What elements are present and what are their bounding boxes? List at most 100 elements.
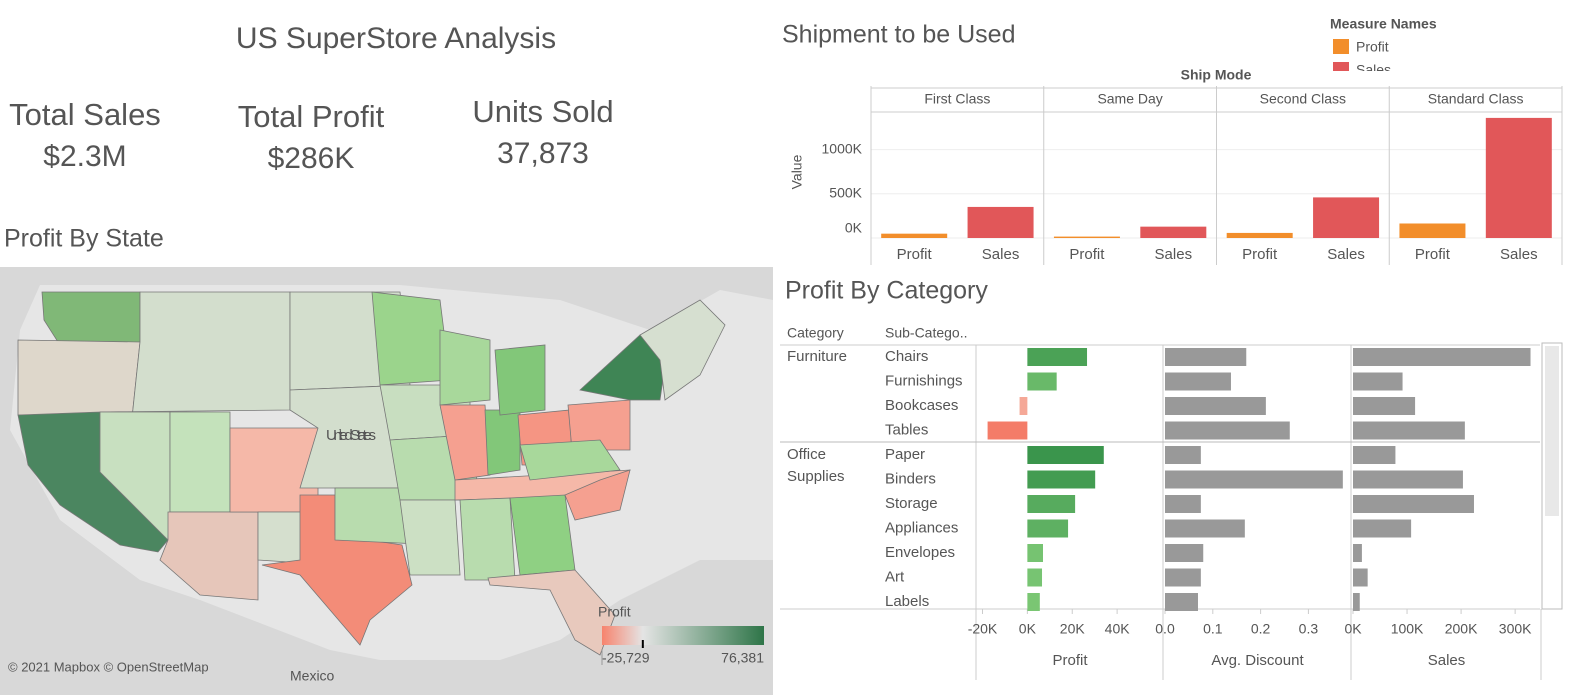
x-tick-label: 0.1	[1203, 621, 1223, 637]
row-label: Appliances	[885, 519, 958, 536]
bar	[881, 233, 948, 238]
bar	[1165, 397, 1266, 415]
chart-title: Shipment to be Used	[782, 21, 1015, 49]
bar	[1165, 593, 1198, 611]
state	[484, 409, 521, 476]
row-label: Labels	[885, 593, 929, 610]
row-label: Envelopes	[885, 544, 955, 561]
map-land-outside	[0, 267, 773, 695]
state	[564, 469, 631, 521]
map-label: United States	[326, 427, 376, 444]
axis-title: Avg. Discount	[1211, 652, 1304, 669]
kpi-label: Total Profit	[238, 99, 385, 134]
legend-title: Measure Names	[1330, 16, 1437, 32]
row-label: Furnishings	[885, 372, 963, 389]
y-tick-label: 0K	[845, 220, 863, 236]
bar	[1399, 223, 1466, 238]
bar	[1027, 446, 1104, 464]
bar	[1027, 568, 1043, 587]
states	[17, 291, 726, 656]
bar	[1027, 544, 1043, 562]
x-tick-label: 100K	[1391, 621, 1424, 637]
bar	[1165, 519, 1245, 538]
facet-header: Standard Class	[1428, 91, 1524, 107]
state	[567, 399, 631, 451]
x-tick-label: 0K	[1019, 621, 1037, 637]
bar	[1353, 470, 1463, 489]
row-label: Bookcases	[885, 397, 958, 414]
bar	[1165, 421, 1290, 440]
bar	[1353, 348, 1531, 366]
state	[519, 439, 621, 481]
bar	[1165, 470, 1343, 489]
state	[459, 497, 516, 581]
x-tick-label: 0.3	[1299, 621, 1319, 637]
legend-swatch	[1333, 62, 1349, 71]
state	[494, 344, 546, 416]
axis-title: Profit	[1052, 652, 1088, 669]
x-tick-label: 40K	[1105, 621, 1131, 637]
bar	[1140, 226, 1207, 238]
x-tick-label: Profit	[1415, 246, 1451, 263]
bar	[1485, 117, 1552, 238]
map-credit: © 2021 Mapbox © OpenStreetMap	[8, 659, 209, 674]
x-tick-label: Profit	[1242, 246, 1278, 263]
bar	[1027, 470, 1096, 489]
map-label: Mexico	[290, 668, 335, 684]
axis-title: Sales	[1428, 652, 1466, 669]
facet-label: Ship Mode	[1181, 67, 1252, 83]
bar	[1165, 372, 1231, 391]
chart-title: Profit By Category	[785, 277, 988, 305]
y-axis-label: Value	[789, 154, 805, 189]
x-tick-label: Profit	[1069, 246, 1105, 263]
bar	[967, 206, 1034, 238]
bar	[1165, 568, 1201, 587]
state	[169, 411, 231, 513]
row-label: Tables	[885, 421, 928, 438]
kpi-value: 37,873	[497, 137, 589, 170]
bar	[1165, 544, 1204, 562]
row-label: Chairs	[885, 348, 928, 365]
facet-header: Same Day	[1097, 91, 1162, 107]
group-label: Office Supplies	[787, 446, 845, 485]
legend-title: Profit	[598, 604, 631, 620]
legend-swatch	[1333, 39, 1349, 54]
x-tick-label: 20K	[1060, 621, 1086, 637]
kpi-label: Total Sales	[9, 97, 161, 132]
x-tick-label: -20K	[968, 621, 998, 637]
bar	[1353, 568, 1368, 587]
legend-label: Profit	[1356, 39, 1389, 55]
state	[41, 291, 141, 343]
state	[639, 299, 726, 401]
x-tick-label: Sales	[1500, 246, 1538, 263]
facet-header: Second Class	[1260, 91, 1346, 107]
dashboard-title: US SuperStore Analysis	[236, 22, 556, 55]
legend-colorbar	[602, 626, 764, 645]
bar	[1027, 372, 1057, 391]
x-tick-label: 300K	[1499, 621, 1532, 637]
kpi-value: $2.3M	[43, 140, 126, 173]
state	[439, 329, 491, 406]
column-header: Sub-Catego..	[885, 325, 968, 341]
column-header: Category	[787, 325, 844, 341]
x-tick-label: 0K	[1344, 621, 1362, 637]
bar	[1313, 197, 1380, 238]
bar	[1027, 348, 1088, 366]
x-tick-label: Sales	[982, 246, 1020, 263]
x-tick-label: 200K	[1445, 621, 1478, 637]
bar	[1027, 495, 1076, 513]
state	[487, 569, 616, 656]
legend: Profit Sales	[1333, 39, 1391, 78]
bar	[1226, 232, 1293, 238]
bar	[1053, 236, 1120, 238]
state	[371, 291, 451, 386]
legend-min-label: -25,729	[602, 650, 650, 666]
bar	[1353, 519, 1412, 538]
group-label: Furniture	[787, 348, 848, 365]
legend-label: Sales	[1356, 62, 1391, 78]
scrollbar-thumb[interactable]	[1545, 346, 1559, 516]
facet-header: First Class	[924, 91, 990, 107]
x-tick-label: Profit	[897, 246, 933, 263]
row-label: Binders	[885, 470, 936, 487]
bar	[987, 421, 1028, 440]
